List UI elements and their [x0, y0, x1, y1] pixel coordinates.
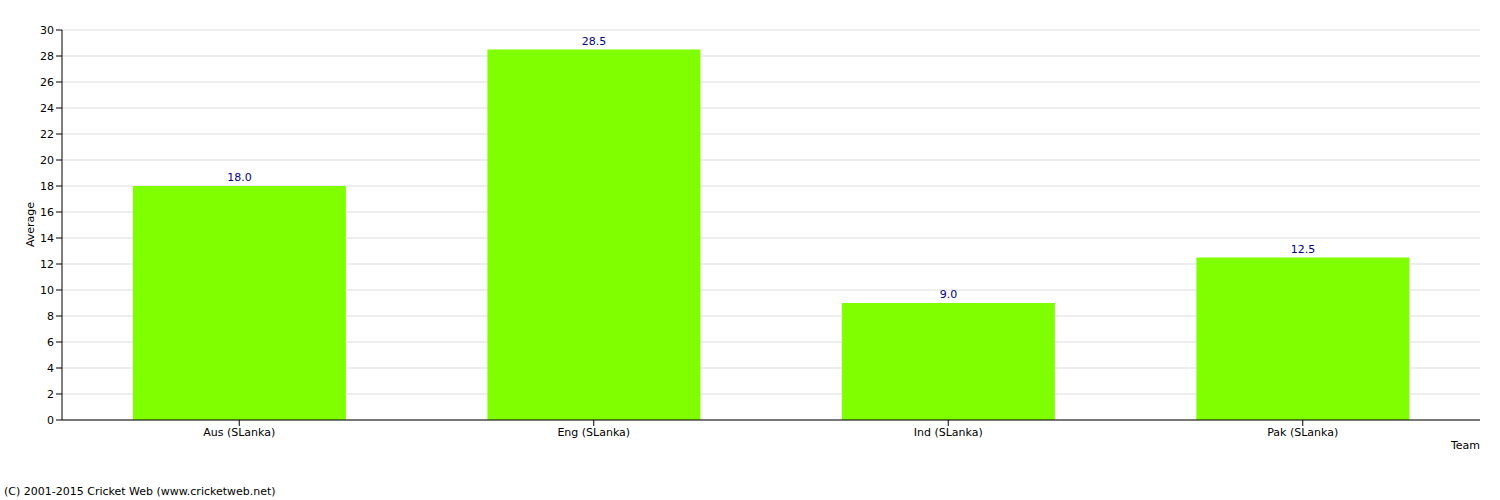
svg-text:26: 26: [40, 76, 54, 89]
svg-text:0: 0: [47, 414, 54, 427]
html-text:(C) 2001-2015 Cricket Web (www: (C) 2001-2015 Cricket Web (www.cricketwe…: [4, 485, 276, 498]
svg-text:10: 10: [40, 284, 54, 297]
svg-text:6: 6: [47, 336, 54, 349]
svg-text:24: 24: [40, 102, 54, 115]
svg-text:28: 28: [40, 50, 54, 63]
svg-text:16: 16: [40, 206, 54, 219]
svg-text:2: 2: [47, 388, 54, 401]
svg-text:Pak (SLanka): Pak (SLanka): [1267, 426, 1338, 439]
svg-text:Ind (SLanka): Ind (SLanka): [914, 426, 983, 439]
svg-text:22: 22: [40, 128, 54, 141]
svg-text:Aus (SLanka): Aus (SLanka): [203, 426, 275, 439]
svg-text:12: 12: [40, 258, 54, 271]
svg-text:28.5: 28.5: [582, 35, 607, 48]
svg-text:Eng (SLanka): Eng (SLanka): [557, 426, 630, 439]
svg-text:4: 4: [47, 362, 54, 375]
svg-text:12.5: 12.5: [1291, 243, 1316, 256]
svg-text:30: 30: [40, 24, 54, 37]
svg-text:18: 18: [40, 180, 54, 193]
svg-text:9.0: 9.0: [940, 288, 958, 301]
svg-text:14: 14: [40, 232, 54, 245]
html-text:Average: Average: [23, 201, 37, 248]
svg-text:18.0: 18.0: [227, 171, 252, 184]
svg-text:20: 20: [40, 154, 54, 167]
html-text:Team: Team: [1450, 439, 1480, 452]
svg-text:8: 8: [47, 310, 54, 323]
